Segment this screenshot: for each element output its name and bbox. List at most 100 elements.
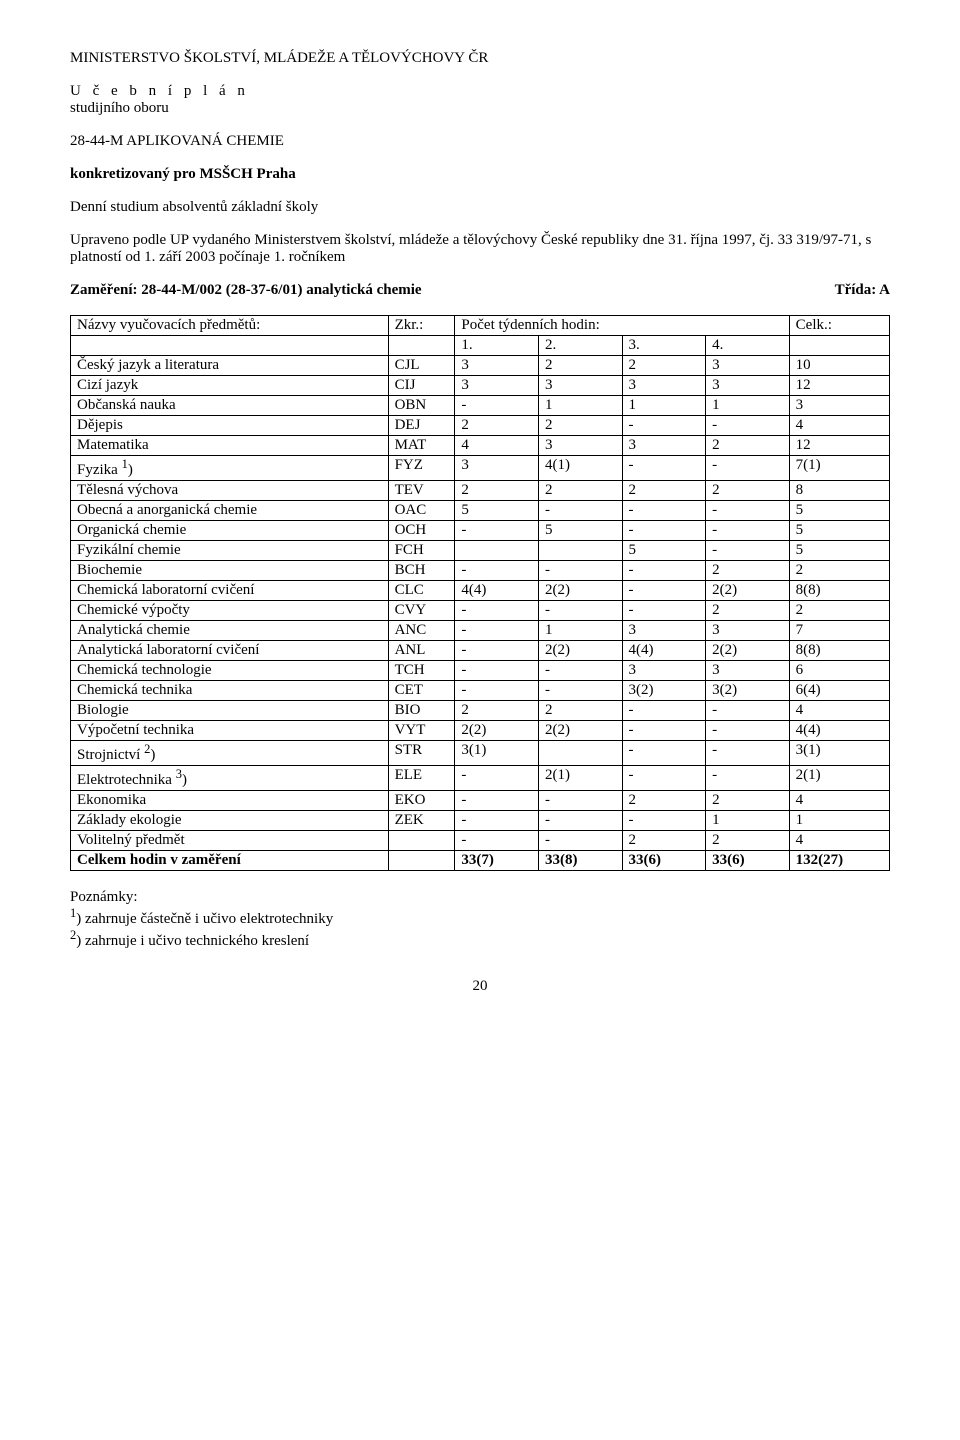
subject-abbr: BCH (388, 561, 455, 581)
hdr-empty (71, 336, 389, 356)
subject-abbr: FYZ (388, 456, 455, 481)
cell: 12 (789, 436, 889, 456)
cell: 2 (538, 416, 622, 436)
cell: - (622, 721, 706, 741)
spaced-title: U č e b n í p l á n (70, 83, 249, 99)
cell: 2 (455, 481, 539, 501)
code-line: 28-44-M APLIKOVANÁ CHEMIE (70, 133, 890, 150)
cell: - (622, 456, 706, 481)
cell: - (706, 541, 790, 561)
cell: - (455, 681, 539, 701)
subject-name: Analytická laboratorní cvičení (71, 641, 389, 661)
cell: 3 (538, 376, 622, 396)
cell: 3(2) (706, 681, 790, 701)
table-row: Volitelný předmět--224 (71, 831, 890, 851)
cell: 3(2) (622, 681, 706, 701)
subject-name: Strojnictví 2) (71, 741, 389, 766)
cell: 5 (455, 501, 539, 521)
subject-name: Biochemie (71, 561, 389, 581)
subject-name: Matematika (71, 436, 389, 456)
subject-name: Volitelný předmět (71, 831, 389, 851)
total-abbr (388, 851, 455, 871)
cell: - (622, 701, 706, 721)
table-row: Fyzikální chemieFCH5-5 (71, 541, 890, 561)
table-row: Chemická laboratorní cvičeníCLC4(4)2(2)-… (71, 581, 890, 601)
cell: - (706, 521, 790, 541)
subject-name: Chemická laboratorní cvičení (71, 581, 389, 601)
subject-abbr: ANC (388, 621, 455, 641)
subject-name: Tělesná výchova (71, 481, 389, 501)
cell: - (622, 581, 706, 601)
subject-abbr: EKO (388, 791, 455, 811)
table-row: Chemická technologieTCH--336 (71, 661, 890, 681)
cell: 2 (622, 481, 706, 501)
cell: - (538, 501, 622, 521)
table-row: MatematikaMAT433212 (71, 436, 890, 456)
cell: 2(2) (538, 581, 622, 601)
total-label: Celkem hodin v zaměření (71, 851, 389, 871)
total-cell: 33(7) (455, 851, 539, 871)
cell: 2(2) (538, 721, 622, 741)
curriculum-table: Názvy vyučovacích předmětů:Zkr.:Počet tý… (70, 315, 890, 871)
cell: 2 (622, 831, 706, 851)
cell: - (455, 641, 539, 661)
cell: 5 (789, 541, 889, 561)
cell: - (706, 416, 790, 436)
cell: 2(2) (455, 721, 539, 741)
cell: 4 (789, 701, 889, 721)
cell: 1 (706, 811, 790, 831)
subject-abbr: OCH (388, 521, 455, 541)
subject-name: Občanská nauka (71, 396, 389, 416)
hdr-week: Počet týdenních hodin: (455, 316, 789, 336)
subject-abbr: MAT (388, 436, 455, 456)
cell: 4(4) (455, 581, 539, 601)
cell (538, 541, 622, 561)
cell: - (622, 811, 706, 831)
subject-abbr: FCH (388, 541, 455, 561)
hdr-empty (789, 336, 889, 356)
subject-name: Cizí jazyk (71, 376, 389, 396)
subject-name: Základy ekologie (71, 811, 389, 831)
subject-abbr: ELE (388, 766, 455, 791)
total-cell: 33(6) (706, 851, 790, 871)
table-row: Elektrotechnika 3)ELE-2(1)--2(1) (71, 766, 890, 791)
cell: - (455, 766, 539, 791)
subject-abbr: CLC (388, 581, 455, 601)
cell: 4(1) (538, 456, 622, 481)
cell: 1 (706, 396, 790, 416)
cell: 3(1) (455, 741, 539, 766)
cell: 3 (455, 376, 539, 396)
table-row: Základy ekologieZEK---11 (71, 811, 890, 831)
subject-name: Elektrotechnika 3) (71, 766, 389, 791)
subject-abbr: CIJ (388, 376, 455, 396)
cell: - (455, 601, 539, 621)
cell: 2(2) (538, 641, 622, 661)
cell: 3 (622, 376, 706, 396)
cell: 3 (789, 396, 889, 416)
cell: 3 (622, 621, 706, 641)
cell: - (455, 521, 539, 541)
table-row: BiochemieBCH---22 (71, 561, 890, 581)
cell: - (622, 521, 706, 541)
cell: 2(1) (789, 766, 889, 791)
cell: 4 (789, 791, 889, 811)
subject-abbr: CVY (388, 601, 455, 621)
cell: - (538, 791, 622, 811)
table-row: Analytická chemieANC-1337 (71, 621, 890, 641)
cell: 3 (538, 436, 622, 456)
cell: 12 (789, 376, 889, 396)
ministry-heading: MINISTERSTVO ŠKOLSTVÍ, MLÁDEŽE A TĚLOVÝC… (70, 50, 890, 67)
trida-text: Třída: A (835, 282, 890, 299)
cell: 4 (789, 831, 889, 851)
table-row: BiologieBIO22--4 (71, 701, 890, 721)
cell: - (455, 661, 539, 681)
cell: 5 (622, 541, 706, 561)
hdr-abbr: Zkr.: (388, 316, 455, 336)
cell: 3 (706, 621, 790, 641)
cell: 2(2) (706, 581, 790, 601)
cell: 2 (706, 601, 790, 621)
table-row: Fyzika 1)FYZ34(1)--7(1) (71, 456, 890, 481)
cell: - (455, 791, 539, 811)
konkret-line: konkretizovaný pro MSŠCH Praha (70, 166, 890, 183)
cell: 3 (706, 661, 790, 681)
